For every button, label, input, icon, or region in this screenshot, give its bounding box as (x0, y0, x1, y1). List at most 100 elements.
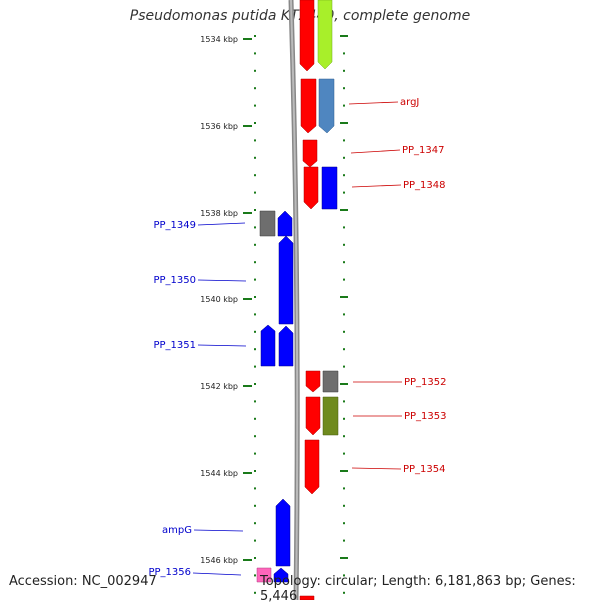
gene-arrow[interactable] (299, 0, 315, 72)
minor-tick (343, 139, 345, 142)
gene-arrow[interactable] (278, 325, 294, 367)
gene-label-PP_1349[interactable]: PP_1349 (153, 220, 196, 231)
gene-label-PP_1350[interactable]: PP_1350 (153, 275, 196, 286)
minor-tick (343, 487, 345, 490)
minor-tick (254, 313, 256, 316)
minor-tick (254, 417, 256, 420)
minor-tick (254, 243, 256, 246)
major-tick (340, 383, 348, 385)
gene-arrow-PP_1350[interactable] (278, 235, 294, 325)
gene-label-argJ[interactable]: argJ (400, 97, 419, 108)
gene-arrow[interactable] (317, 0, 333, 70)
minor-tick (254, 87, 256, 90)
gene-arrow-PP_1353[interactable] (305, 396, 321, 436)
gene-label-PP_1351[interactable]: PP_1351 (153, 340, 196, 351)
gene-arrow-PP_1348[interactable] (303, 166, 319, 210)
gene-arrow[interactable] (318, 78, 335, 134)
tick-marks-right (340, 35, 348, 594)
minor-tick (343, 243, 345, 246)
minor-tick (254, 348, 256, 351)
minor-tick (254, 209, 256, 211)
kbp-label: 1540 kbp (200, 295, 238, 304)
gene-arrow-PP_1354[interactable] (304, 439, 320, 495)
minor-tick (343, 104, 345, 107)
accession-label: Accession: NC_002947 (9, 574, 157, 589)
major-tick (340, 209, 348, 211)
major-tick (340, 35, 348, 37)
minor-tick (254, 557, 256, 559)
minor-tick (254, 487, 256, 490)
gene-arrow[interactable] (321, 166, 338, 210)
minor-tick (343, 417, 345, 420)
minor-tick (343, 400, 345, 403)
gene-label-PP_1356[interactable]: PP_1356 (148, 567, 191, 578)
minor-tick (343, 313, 345, 316)
minor-tick (254, 470, 256, 472)
minor-tick (343, 522, 345, 525)
minor-tick (254, 226, 256, 229)
minor-tick (254, 504, 256, 507)
minor-tick (343, 52, 345, 55)
gene-label-PP_1353[interactable]: PP_1353 (404, 411, 447, 422)
gene-arrow-PP_1351[interactable] (260, 324, 276, 367)
major-tick (340, 296, 348, 298)
minor-tick (343, 504, 345, 507)
gene-label-PP_1354[interactable]: PP_1354 (403, 464, 446, 475)
label-connector (193, 529, 244, 532)
minor-tick (254, 330, 256, 333)
minor-tick (343, 69, 345, 72)
gene-arrow[interactable] (322, 370, 339, 393)
label-connector (348, 101, 399, 105)
reverse-strand-genes (256, 210, 294, 583)
gene-arrow[interactable] (299, 595, 315, 600)
kbp-label: 1538 kbp (200, 209, 238, 218)
minor-tick (254, 69, 256, 72)
minor-tick (343, 435, 345, 438)
minor-tick (254, 539, 256, 542)
gene-arrow[interactable] (322, 396, 339, 436)
minor-tick (254, 52, 256, 55)
minor-tick (343, 191, 345, 194)
gene-arrow-PP_1356[interactable] (256, 567, 272, 583)
kbp-scale: 1534 kbp 1536 kbp 1538 kbp 1540 kbp 1542… (200, 35, 252, 565)
minor-tick (254, 104, 256, 107)
minor-tick (343, 330, 345, 333)
minor-tick (254, 139, 256, 142)
kbp-label: 1534 kbp (200, 35, 238, 44)
minor-tick (254, 365, 256, 368)
minor-tick (343, 174, 345, 177)
major-tick (340, 470, 348, 472)
minor-tick (254, 383, 256, 385)
gene-arrow[interactable] (273, 567, 289, 583)
gene-label-PP_1352[interactable]: PP_1352 (404, 377, 447, 388)
minor-tick (254, 591, 256, 594)
gene-label-PP_1348[interactable]: PP_1348 (403, 180, 446, 191)
tick-marks-left (254, 35, 256, 594)
label-connector (192, 572, 242, 576)
gene-arrow-ampG[interactable] (275, 498, 291, 567)
minor-tick (343, 365, 345, 368)
major-tick (340, 557, 348, 559)
minor-tick (254, 296, 256, 298)
gene-arrow-PP_1347[interactable] (302, 139, 318, 168)
gene-arrow-PP_1349[interactable] (259, 210, 276, 237)
minor-tick (254, 122, 256, 124)
minor-tick (254, 400, 256, 403)
minor-tick (254, 435, 256, 438)
gene-arrow[interactable] (277, 210, 293, 237)
minor-tick (254, 174, 256, 177)
gene-arrow-PP_1352[interactable] (305, 370, 321, 393)
gene-label-PP_1347[interactable]: PP_1347 (402, 145, 445, 156)
gene-label-ampG[interactable]: ampG (162, 525, 192, 536)
minor-tick (343, 574, 345, 577)
minor-tick (343, 226, 345, 229)
label-connector (197, 344, 247, 347)
label-connector (350, 149, 401, 154)
gene-arrow-argJ[interactable] (300, 78, 317, 134)
minor-tick (343, 156, 345, 159)
label-connector (197, 222, 246, 226)
minor-tick (254, 522, 256, 525)
minor-tick (343, 278, 345, 281)
forward-strand-genes (299, 0, 339, 600)
